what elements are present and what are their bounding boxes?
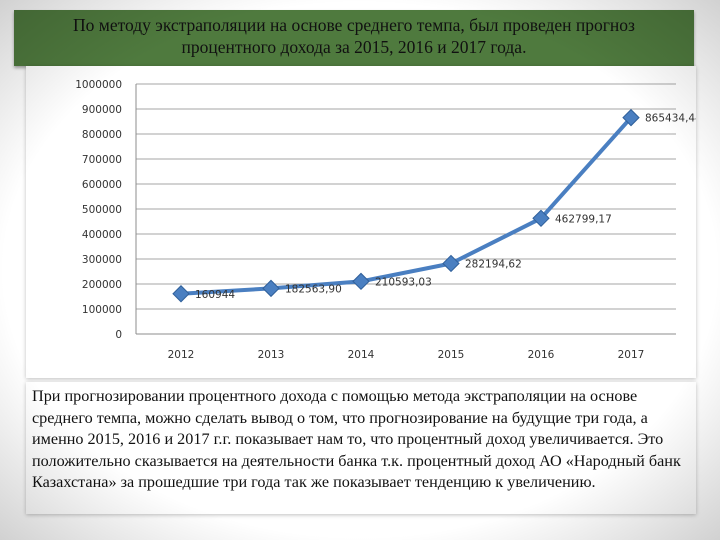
conclusion-paragraph: При прогнозировании процентного дохода с… (32, 387, 681, 492)
y-tick-label: 0 (115, 329, 122, 341)
y-tick-label: 800000 (82, 129, 122, 141)
x-tick-label: 2017 (618, 349, 645, 361)
y-tick-label: 200000 (82, 279, 122, 291)
series-line (179, 115, 633, 296)
data-label: 865434,44 (645, 113, 696, 125)
text-box: При прогнозировании процентного дохода с… (26, 382, 696, 514)
slide-title-line-2: процентного дохода за 2015, 2016 и 2017 … (181, 37, 527, 57)
data-point-marker (532, 209, 550, 228)
data-label: 160944 (195, 289, 235, 301)
x-tick-label: 2012 (168, 349, 195, 361)
y-tick-label: 900000 (82, 104, 122, 116)
x-tick-label: 2014 (348, 349, 375, 361)
x-tick-label: 2013 (258, 349, 285, 361)
y-tick-label: 600000 (82, 179, 122, 191)
y-tick-label: 100000 (82, 304, 122, 316)
data-point-marker (442, 254, 460, 273)
y-tick-label: 400000 (82, 229, 122, 241)
data-label: 210593,03 (375, 276, 432, 288)
data-point-marker (172, 285, 190, 303)
y-tick-label: 300000 (82, 254, 122, 266)
x-tick-label: 2016 (528, 349, 555, 361)
data-point-marker (352, 272, 370, 291)
slide-title-line-1: По методу экстраполяции на основе средне… (73, 15, 635, 35)
data-label: 282194,62 (465, 258, 522, 270)
chart-panel: 0 100000 200000 300000 400000 500000 600000 700… (26, 66, 696, 378)
x-tick-label: 2015 (438, 349, 465, 361)
y-tick-label: 700000 (82, 154, 122, 166)
y-tick-label: 500000 (82, 204, 122, 216)
title-banner: По методу экстраполяции на основе средне… (14, 10, 694, 66)
data-label: 182563,90 (285, 283, 342, 295)
y-tick-label: 1000000 (75, 79, 122, 91)
data-label: 462799,17 (555, 213, 612, 225)
data-point-marker (622, 108, 640, 127)
data-point-marker (262, 279, 280, 298)
slide-title: По методу экстраполяции на основе средне… (14, 14, 694, 58)
line-chart: 0 100000 200000 300000 400000 500000 600000 700… (75, 79, 696, 361)
